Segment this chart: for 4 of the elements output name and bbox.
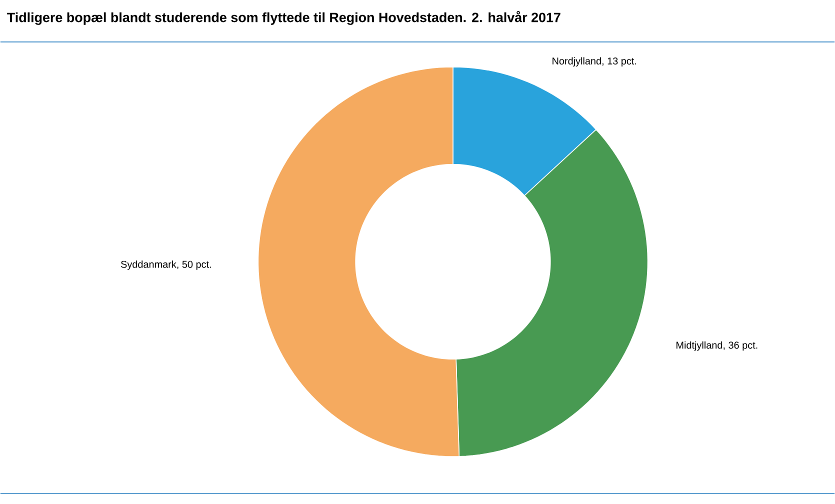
slice-label: Syddanmark, 50 pct.	[120, 260, 211, 270]
chart-title: Tidligere bopæl blandt studerende som flyttede til Region Hovedstaden. 2. halvår 2017	[7, 11, 560, 26]
slice-label: Nordjylland, 13 pct.	[552, 57, 636, 67]
slice-label: Midtjylland, 36 pct.	[676, 342, 758, 351]
